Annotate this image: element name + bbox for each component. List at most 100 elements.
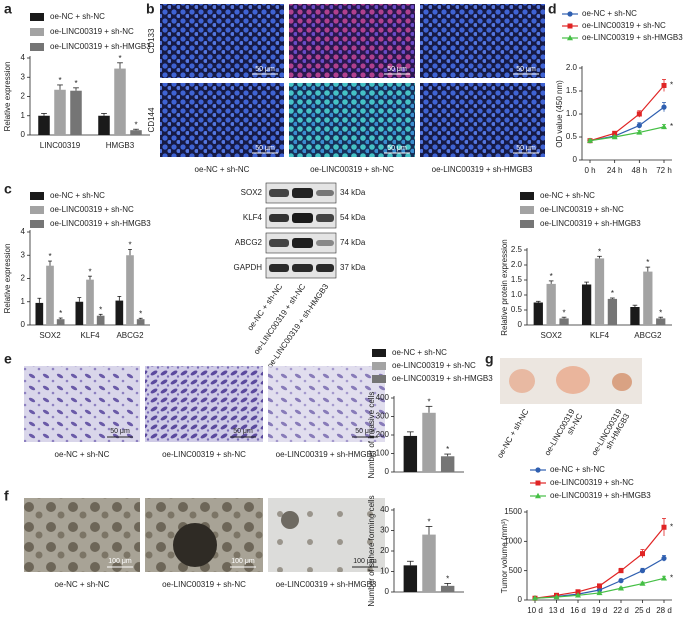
x-tick-label: 22 d [613, 606, 629, 615]
bar [594, 258, 605, 325]
significance-mark: * [598, 247, 601, 256]
y-axis-label: Tumor volume (mm³) [500, 518, 509, 593]
chart: 0 1 2 3 4 Relative expression oe-NC + sh-NC oe-… [3, 191, 151, 340]
micrograph [420, 83, 545, 157]
legend-label: oe-NC + sh-NC [582, 9, 637, 18]
y-axis-label: Relative expression [3, 62, 12, 132]
size-label: 37 kDa [340, 263, 366, 272]
column-label: oe-NC + sh-NC [195, 165, 250, 174]
protein-label: ABCG2 [235, 238, 263, 247]
sphere-images: 100 μm 100 μm 100 μm oe-NC + sh-NC oe-LI… [24, 498, 385, 589]
legend-label: oe-LINC00319 + sh-NC [550, 478, 634, 487]
y-tick-label: 2 [21, 274, 26, 283]
micrograph [289, 4, 415, 78]
y-tick-label: 0 [518, 595, 523, 604]
protein-label: SOX2 [241, 188, 263, 197]
bar [38, 115, 50, 135]
legend-label: oe-NC + sh-NC [50, 12, 105, 21]
x-tick-label: SOX2 [540, 331, 562, 340]
y-tick-label: 20 [380, 546, 389, 555]
y-tick-label: 4 [21, 227, 26, 236]
bar [70, 90, 82, 135]
point [636, 122, 642, 129]
bar [546, 283, 556, 325]
y-tick-label: 30 [380, 526, 389, 535]
line [589, 85, 665, 142]
y-tick-label: 40 [380, 505, 389, 514]
significance-mark: * [134, 120, 137, 129]
y-tick-label: 1500 [504, 507, 522, 516]
legend-label: oe-LINC00319 + sh-NC [582, 21, 666, 30]
bar [403, 565, 418, 592]
y-tick-label: 2.0 [511, 260, 523, 269]
point [636, 129, 643, 135]
row-label: CD144 [147, 107, 156, 132]
tumor-photo: oe-NC + sh-NC oe-LINC00319 sh-NC oe-LINC… [495, 358, 642, 460]
significance-mark: * [562, 308, 565, 317]
point [618, 585, 624, 591]
bar [96, 315, 105, 325]
micrograph [160, 83, 284, 157]
point [661, 555, 667, 561]
y-tick-label: 2.5 [511, 245, 523, 254]
legend-swatch [372, 349, 386, 357]
legend-label: oe-NC + sh-NC [50, 191, 105, 200]
x-tick-label: 13 d [549, 606, 565, 615]
significance-mark: * [670, 573, 673, 582]
bar [422, 534, 436, 592]
scale-bar-label: 50 μm [233, 428, 253, 435]
bar [56, 319, 65, 325]
band [292, 238, 313, 248]
bar [607, 298, 618, 325]
x-tick-label: HMGB3 [106, 141, 135, 150]
band [269, 239, 289, 247]
legend-label: oe-LINC00319 + sh-HMGB3 [50, 219, 151, 228]
legend-swatch [520, 220, 534, 228]
significance-mark: * [427, 518, 430, 527]
y-tick-label: 10 [380, 567, 389, 576]
bar [422, 412, 436, 472]
tumor [556, 366, 590, 394]
band [292, 213, 313, 223]
legend-marker [535, 467, 541, 473]
chart: 0 0.5 1.0 1.5 2.0OD value (450 nm) oe-NC + sh… [555, 9, 683, 175]
bar [581, 284, 592, 325]
y-axis-label: Number of invasive cells [367, 392, 376, 479]
y-tick-label: 1.5 [511, 275, 523, 284]
x-tick-label: 24 h [607, 166, 623, 175]
point [661, 123, 667, 130]
bar [114, 68, 126, 135]
y-tick-label: 0 [21, 130, 26, 139]
point [661, 104, 667, 110]
y-axis-label: OD value (450 nm) [555, 80, 564, 148]
column-label: oe-LINC00319 + sh-HMGB3 [432, 165, 533, 174]
y-tick-label: 0.5 [511, 305, 523, 314]
point [661, 82, 667, 88]
bar [126, 255, 134, 325]
column-label: oe-LINC00319 + sh-NC [310, 165, 394, 174]
chart: 0 500 1000 1500 Tumor volume (mm³) oe-NC + sh… [500, 465, 673, 615]
legend-label: oe-NC + sh-NC [392, 348, 447, 357]
western-blot: SOX2 KLF4 ABCG2 GAPDH 34 kDa 54 kDa 74 k… [234, 182, 366, 370]
micrograph [420, 4, 545, 78]
scale-bar-label: 50 μm [255, 66, 275, 73]
bar [115, 300, 124, 325]
band [269, 264, 289, 272]
significance-mark: * [670, 81, 673, 90]
tumor-label: oe-NC + sh-NC [495, 407, 530, 459]
y-tick-label: 1.5 [566, 86, 578, 95]
y-tick-label: 500 [509, 566, 523, 575]
y-tick-label: 3 [21, 250, 26, 259]
y-tick-label: 1 [21, 111, 26, 120]
legend-swatch [30, 206, 44, 214]
point [596, 589, 603, 596]
legend-label: oe-LINC00319 + sh-NC [392, 361, 476, 370]
size-label: 74 kDa [340, 238, 366, 247]
scale-bar-label: 100 μm [108, 558, 132, 565]
legend-label: oe-LINC00319 + sh-HMGB3 [50, 42, 151, 51]
bar [440, 585, 455, 592]
bar [75, 301, 84, 325]
band [292, 264, 313, 272]
